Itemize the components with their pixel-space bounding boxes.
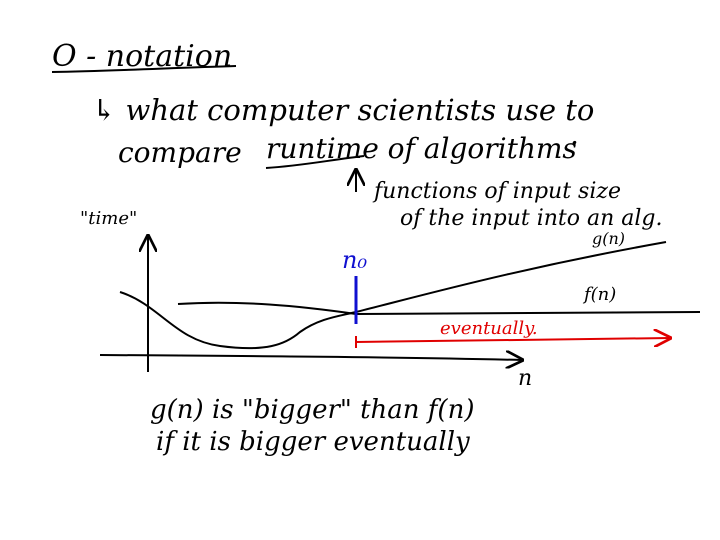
caption-line-1: g(n) is "bigger" than f(n) xyxy=(150,395,474,425)
title-underline xyxy=(51,65,237,73)
eventually-arrow xyxy=(355,338,670,342)
annotation-line-1: functions of input size xyxy=(372,179,621,204)
definition-line-2-prefix: compare xyxy=(118,136,242,169)
page-title: O - notation xyxy=(52,39,232,74)
runtime-underline xyxy=(265,155,365,169)
caption-line-2: if it is bigger eventually xyxy=(156,427,470,457)
definition-line-1: ↳ what computer scientists use to xyxy=(92,93,594,127)
n0-label: n₀ xyxy=(342,246,367,274)
curve-g xyxy=(119,241,667,350)
definition-line-2-underlined: runtime of algorithms xyxy=(266,132,577,165)
curve-f-label: f(n) xyxy=(582,284,616,305)
curve-f xyxy=(177,301,701,316)
x-axis xyxy=(99,355,522,360)
x-axis-label: n xyxy=(518,366,532,391)
definition-line-2-period: . xyxy=(570,118,579,151)
eventually-label: eventually. xyxy=(440,318,538,339)
annotation-line-2: of the input into an alg. xyxy=(400,206,663,231)
y-axis-label: "time" xyxy=(80,208,137,229)
curve-g-label: g(n) xyxy=(592,229,625,248)
